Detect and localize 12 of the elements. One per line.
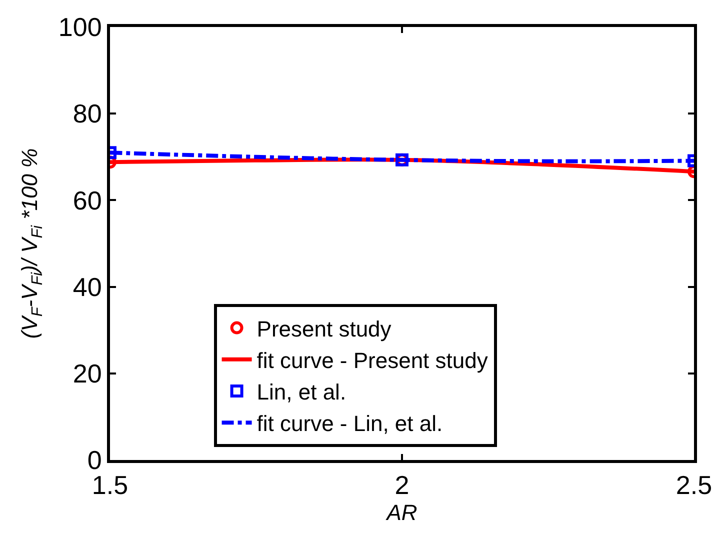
legend-label: fit curve - Present study bbox=[256, 348, 488, 373]
y-tick-label: 100 bbox=[58, 12, 102, 42]
y-tick-label: 20 bbox=[72, 358, 102, 388]
x-tick-label: 2 bbox=[394, 470, 410, 500]
y-tick-label: 80 bbox=[72, 98, 102, 129]
legend-label: Lin, et al. bbox=[256, 380, 346, 405]
x-tick-label: 2.5 bbox=[676, 470, 712, 500]
legend-label: Present study bbox=[256, 316, 392, 342]
y-tick-label: 40 bbox=[72, 272, 102, 302]
y-tick-label: 60 bbox=[72, 185, 102, 216]
x-axis-title: AR bbox=[384, 500, 418, 526]
legend-label: fit curve - Lin, et al. bbox=[256, 411, 443, 436]
